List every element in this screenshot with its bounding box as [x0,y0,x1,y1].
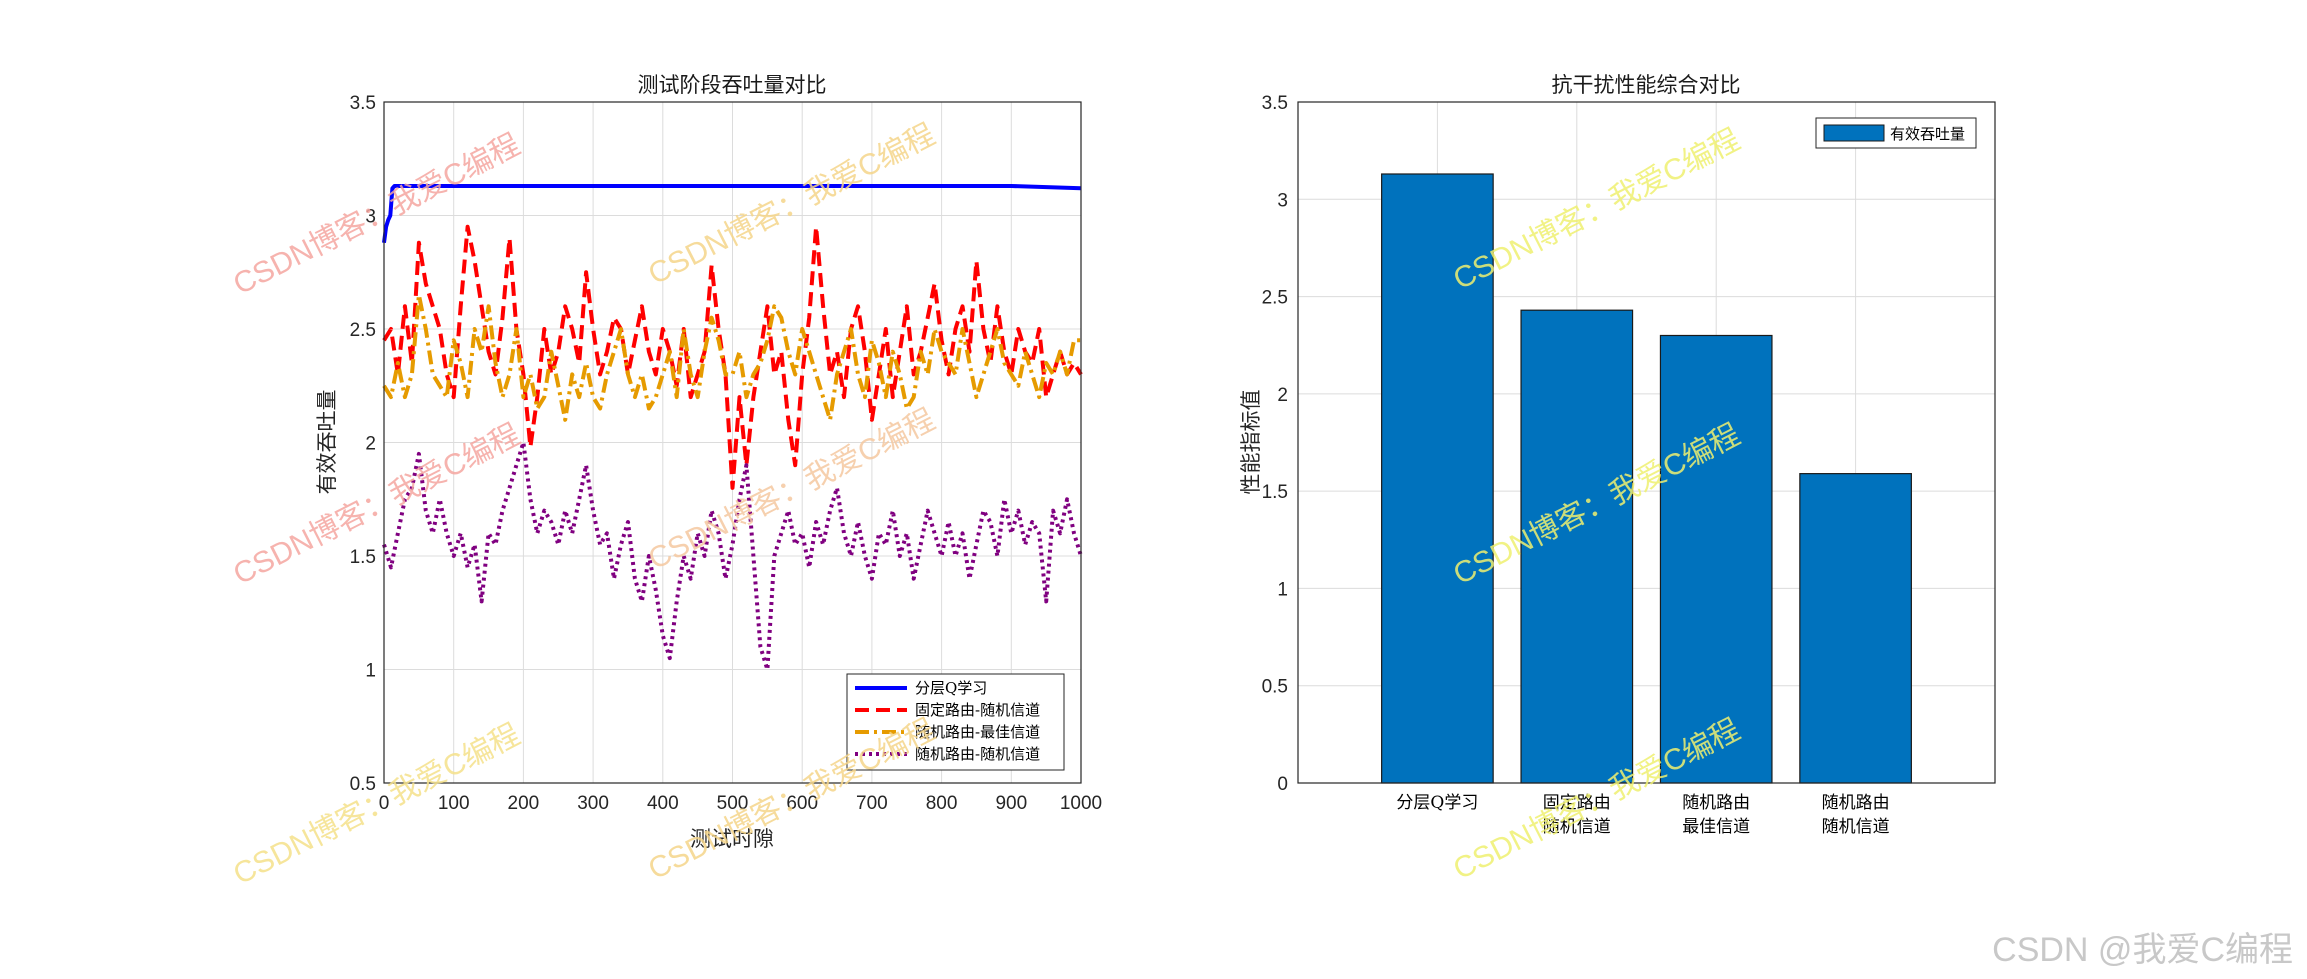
x-tick-label: 400 [647,793,679,814]
y-tick-label: 1 [365,661,376,682]
legend-label: 固定路由-随机信道 [915,701,1040,719]
legend: 有效吞吐量 [1815,117,1977,149]
x-tick-label: 随机路由 [1682,793,1750,813]
x-tick-label: 随机路由 [1822,793,1890,813]
y-tick-label: 3 [365,207,376,228]
bar [1520,309,1634,784]
y-tick-label: 3 [1277,190,1288,211]
x-tick-label: 1000 [1060,793,1102,814]
y-tick-label: 0 [1277,774,1288,795]
series-line [382,292,1081,422]
x-tick-label: 600 [786,793,818,814]
overlay-watermark: CSDN博客：我爱C编程 [228,718,525,891]
x-tick-label: 随机信道 [1822,817,1890,837]
y-axis-label: 有效吞吐量 [315,390,339,495]
legend-label: 随机路由-最佳信道 [915,723,1040,741]
x-tick-label: 500 [717,793,749,814]
x-tick-label: 分层Q学习 [1396,793,1478,813]
plot-frame [1297,101,1996,784]
y-tick-label: 0.5 [1262,677,1288,698]
y-tick-label: 2.5 [350,320,376,341]
plot-frame [383,101,1082,784]
throughput-line-chart: 0 100 200 300 400 500 600 700 800 900 1000 0.5 1 1.5 2… [315,73,1102,851]
series-line [382,440,1083,672]
chart-title: 抗干扰性能综合对比 [1552,73,1741,97]
chart-title: 测试阶段吞吐量对比 [638,73,827,97]
x-tick-label: 0 [379,793,390,814]
series-line [382,224,1083,490]
y-tick-label: 3.5 [350,93,376,114]
bar [1381,173,1494,784]
y-tick-label: 2.5 [1262,288,1288,309]
y-tick-label: 1.5 [1262,482,1288,503]
bar [1799,473,1912,784]
bar [1659,334,1773,784]
legend-label: 分层Q学习 [915,679,987,697]
series-lines [382,184,1083,672]
y-tick-label: 0.5 [350,774,376,795]
x-tick-label: 200 [508,793,540,814]
x-tick-label: 最佳信道 [1682,817,1750,837]
x-axis-label: 测试时隙 [690,827,774,851]
y-tick-label: 1.5 [350,547,376,568]
x-tick-label: 100 [438,793,470,814]
legend-swatch [1823,124,1885,142]
legend-label: 有效吞吐量 [1890,125,1965,143]
y-tick-label: 2 [1277,385,1288,406]
x-tick-label: 900 [995,793,1027,814]
y-tick-label: 3.5 [1262,93,1288,114]
y-tick-label: 2 [365,434,376,455]
series-line [382,184,1082,243]
legend-label: 随机路由-随机信道 [915,745,1040,763]
bars [1381,173,1912,784]
y-tick-label: 1 [1277,579,1288,600]
x-tick-label: 800 [926,793,958,814]
x-tick-label: 固定路由 [1543,793,1611,813]
y-axis-label: 性能指标值 [1239,390,1263,495]
tick-labels: 0 100 200 300 400 500 600 700 800 900 1000 0.5 1 1.5 2… [350,93,1103,814]
footer-watermark: CSDN @我爱C编程 [1992,931,2293,969]
x-tick-label: 随机信道 [1543,817,1611,837]
x-tick-label: 700 [856,793,888,814]
x-tick-label: 300 [577,793,609,814]
